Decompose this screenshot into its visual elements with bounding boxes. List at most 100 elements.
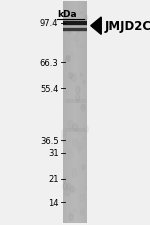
Bar [74, 2, 75, 223]
Circle shape [63, 177, 67, 183]
Circle shape [70, 186, 74, 192]
Circle shape [73, 124, 78, 131]
Circle shape [65, 188, 70, 196]
Circle shape [62, 130, 66, 136]
Circle shape [81, 12, 82, 15]
Bar [63, 63, 87, 68]
Circle shape [81, 105, 85, 110]
Bar [63, 8, 87, 13]
Bar [77, 2, 78, 223]
Bar [63, 20, 87, 27]
Bar [65, 2, 66, 223]
Circle shape [74, 209, 76, 211]
Bar [81, 2, 82, 223]
Bar [63, 101, 87, 107]
Circle shape [63, 183, 67, 190]
Bar [73, 2, 74, 223]
Circle shape [74, 36, 78, 43]
Circle shape [61, 136, 66, 143]
Bar [71, 2, 72, 223]
Bar [63, 68, 87, 74]
Bar [63, 195, 87, 201]
Circle shape [69, 214, 73, 220]
Bar [75, 2, 76, 223]
Bar [63, 179, 87, 184]
Bar [63, 30, 87, 35]
Circle shape [76, 94, 80, 101]
Circle shape [63, 118, 65, 121]
Bar [64, 129, 86, 132]
Circle shape [85, 16, 88, 21]
Circle shape [85, 186, 87, 189]
Circle shape [75, 166, 76, 169]
Circle shape [67, 151, 73, 159]
Bar [63, 162, 87, 168]
Circle shape [68, 121, 73, 129]
Bar [64, 2, 65, 223]
Text: JMJD2C: JMJD2C [105, 20, 150, 33]
Bar [63, 146, 87, 151]
Bar [63, 28, 87, 33]
Bar [63, 19, 87, 24]
Bar [68, 2, 69, 223]
Bar [63, 2, 87, 223]
Circle shape [67, 184, 71, 189]
Bar [63, 201, 87, 206]
Text: 36.5: 36.5 [40, 136, 59, 145]
Circle shape [80, 194, 85, 201]
Text: 66.3: 66.3 [40, 58, 58, 68]
Text: kDa: kDa [57, 10, 77, 19]
Bar [63, 206, 87, 212]
Bar [63, 217, 87, 223]
Circle shape [67, 21, 68, 23]
Circle shape [81, 45, 83, 48]
Circle shape [65, 56, 69, 62]
Circle shape [75, 23, 79, 29]
Bar [63, 151, 87, 157]
Bar [63, 13, 87, 19]
Bar [79, 2, 80, 223]
Bar [67, 2, 68, 223]
Circle shape [77, 32, 80, 36]
Circle shape [75, 72, 77, 75]
Text: 97.4: 97.4 [40, 19, 58, 28]
Bar [63, 52, 87, 57]
Bar [63, 2, 87, 8]
Circle shape [83, 137, 85, 140]
Circle shape [66, 56, 70, 62]
Bar [63, 96, 87, 101]
Bar [63, 57, 87, 63]
Bar [63, 129, 87, 135]
Circle shape [83, 126, 88, 133]
Bar [63, 107, 87, 112]
Bar [63, 212, 87, 217]
Text: 31: 31 [48, 148, 58, 157]
Bar [83, 2, 84, 223]
Bar [63, 118, 87, 124]
Circle shape [81, 26, 83, 29]
Bar [63, 29, 87, 32]
Bar [63, 190, 87, 195]
Circle shape [68, 31, 71, 35]
Bar [86, 2, 87, 223]
Bar [63, 85, 87, 90]
Text: 14: 14 [48, 198, 58, 207]
Bar [64, 99, 86, 103]
Bar [63, 2, 64, 223]
Bar [69, 2, 70, 223]
Circle shape [68, 32, 70, 35]
Bar [85, 2, 86, 223]
Bar [63, 184, 87, 190]
Bar [63, 79, 87, 85]
Circle shape [67, 101, 69, 104]
Bar [63, 90, 87, 96]
Bar [66, 2, 67, 223]
Bar [63, 173, 87, 179]
Circle shape [68, 11, 71, 16]
Bar [63, 135, 87, 140]
Bar [84, 2, 85, 223]
Circle shape [65, 92, 67, 94]
Circle shape [80, 74, 82, 77]
Bar [63, 35, 87, 41]
Bar [80, 2, 81, 223]
